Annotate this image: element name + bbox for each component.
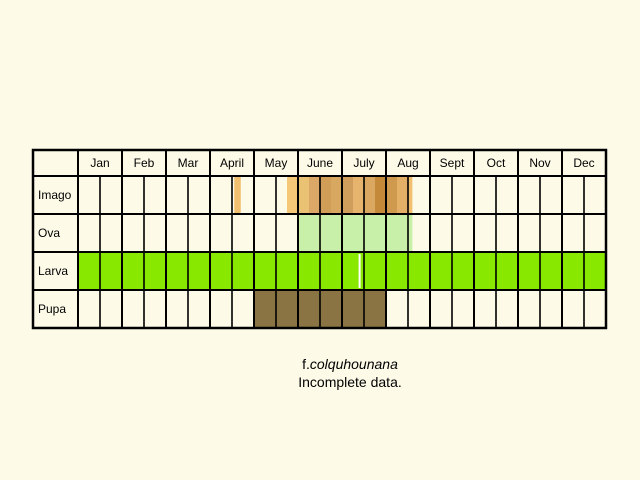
month-label: Nov (529, 156, 550, 170)
bar-imago-6 (342, 176, 353, 214)
mark-larva-0 (358, 254, 361, 288)
month-label: July (353, 156, 374, 170)
bar-imago-11 (397, 176, 408, 214)
bar-imago-2 (298, 176, 309, 214)
chart-grid (31, 148, 608, 330)
bar-imago-8 (364, 176, 375, 214)
month-label: Oct (487, 156, 506, 170)
bar-imago-3 (309, 176, 320, 214)
caption-taxon-name: colquhounana (309, 356, 398, 372)
month-label: April (220, 156, 244, 170)
month-label: May (265, 156, 288, 170)
caption-taxon: f.colquhounana (250, 355, 450, 373)
bar-imago-7 (353, 176, 364, 214)
month-label: June (307, 156, 333, 170)
bar-imago-4 (320, 176, 331, 214)
bar-imago-5 (331, 176, 342, 214)
stage-label-imago: Imago (38, 188, 72, 202)
month-label: Aug (397, 156, 418, 170)
bar-imago-12 (408, 176, 413, 214)
bar-imago-0 (234, 176, 241, 214)
stage-label-larva: Larva (38, 264, 68, 278)
month-label: Jan (90, 156, 109, 170)
chart-border (31, 148, 608, 330)
bar-imago-9 (375, 176, 386, 214)
caption-note: Incomplete data. (298, 374, 402, 390)
stage-label-pupa: Pupa (38, 302, 66, 316)
caption-prefix: f. (302, 356, 310, 372)
bar-imago-10 (386, 176, 397, 214)
bar-ova-0 (298, 214, 413, 252)
month-label: Feb (134, 156, 155, 170)
bar-imago-1 (287, 176, 298, 214)
chart-labels: Jan Feb Mar April May June July Aug Sept Oct Nov De… (38, 156, 595, 316)
stage-label-ova: Ova (38, 226, 60, 240)
chart-caption: f.colquhounana Incomplete data. (250, 355, 450, 391)
month-label: Dec (573, 156, 594, 170)
month-label: Sept (440, 156, 465, 170)
month-label: Mar (178, 156, 199, 170)
